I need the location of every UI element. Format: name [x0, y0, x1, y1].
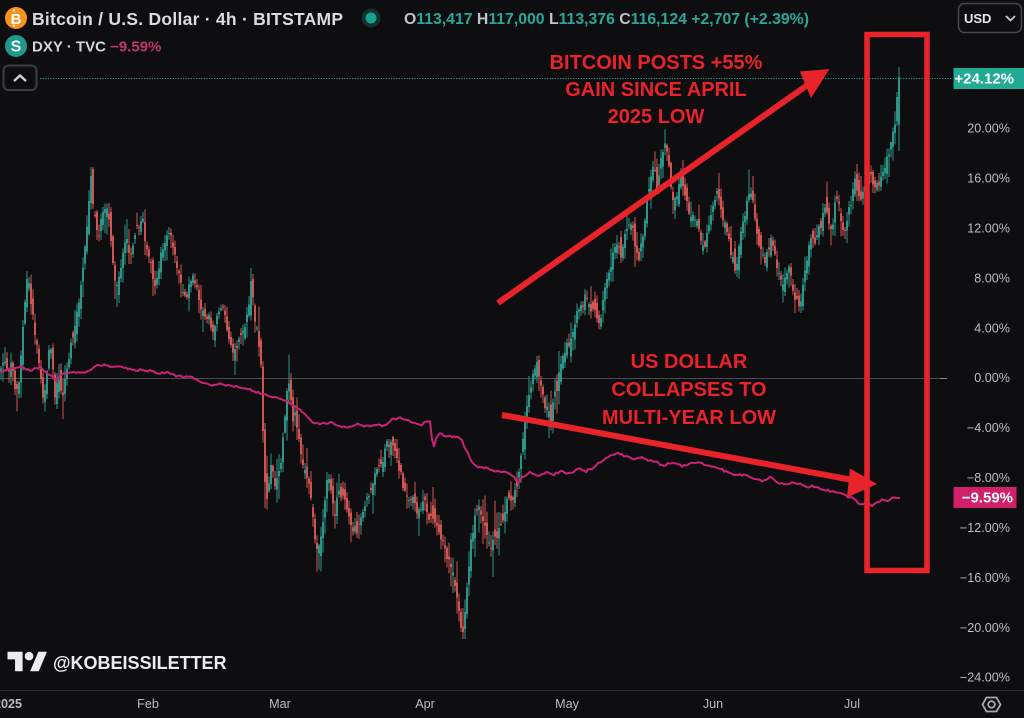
svg-text:US DOLLAR: US DOLLAR	[631, 351, 748, 373]
svg-text:Feb: Feb	[137, 697, 159, 711]
svg-text:COLLAPSES TO: COLLAPSES TO	[611, 379, 766, 401]
svg-text:DXY · TVC −9.59%: DXY · TVC −9.59%	[32, 39, 161, 56]
svg-text:BITCOIN POSTS +55%: BITCOIN POSTS +55%	[550, 52, 763, 74]
svg-text:−16.00%: −16.00%	[960, 571, 1010, 585]
svg-text:−4.00%: −4.00%	[967, 421, 1010, 435]
svg-text:B: B	[11, 11, 22, 28]
svg-text:8.00%: 8.00%	[974, 271, 1010, 285]
svg-text:Mar: Mar	[269, 697, 291, 711]
svg-text:16.00%: 16.00%	[967, 172, 1010, 186]
svg-text:Jul: Jul	[844, 697, 860, 711]
svg-text:+24.12%: +24.12%	[954, 71, 1014, 88]
svg-text:−8.00%: −8.00%	[967, 471, 1010, 485]
svg-text:20.00%: 20.00%	[967, 122, 1010, 136]
svg-text:0.00%: 0.00%	[974, 371, 1010, 385]
svg-text:2025: 2025	[0, 697, 22, 711]
svg-text:−9.59%: −9.59%	[962, 490, 1013, 507]
svg-text:−20.00%: −20.00%	[960, 621, 1010, 635]
svg-text:May: May	[555, 697, 579, 711]
svg-text:S: S	[11, 39, 22, 56]
svg-text:12.00%: 12.00%	[967, 221, 1010, 235]
svg-text:Apr: Apr	[415, 697, 435, 711]
svg-text:@KOBEISSILETTER: @KOBEISSILETTER	[53, 653, 227, 673]
svg-text:USD: USD	[964, 11, 991, 26]
svg-text:Bitcoin / U.S. Dollar · 4h · B: Bitcoin / U.S. Dollar · 4h · BITSTAMP	[32, 9, 343, 29]
svg-text:−12.00%: −12.00%	[960, 521, 1010, 535]
svg-text:Jun: Jun	[703, 697, 723, 711]
svg-text:GAIN SINCE APRIL: GAIN SINCE APRIL	[565, 79, 747, 101]
svg-text:2025 LOW: 2025 LOW	[608, 106, 705, 128]
svg-text:O113,417 H117,000 L113,376 C11: O113,417 H117,000 L113,376 C116,124 +2,7…	[404, 11, 809, 28]
svg-text:MULTI-YEAR LOW: MULTI-YEAR LOW	[602, 407, 776, 429]
svg-text:−24.00%: −24.00%	[960, 671, 1010, 685]
svg-text:4.00%: 4.00%	[974, 321, 1010, 335]
